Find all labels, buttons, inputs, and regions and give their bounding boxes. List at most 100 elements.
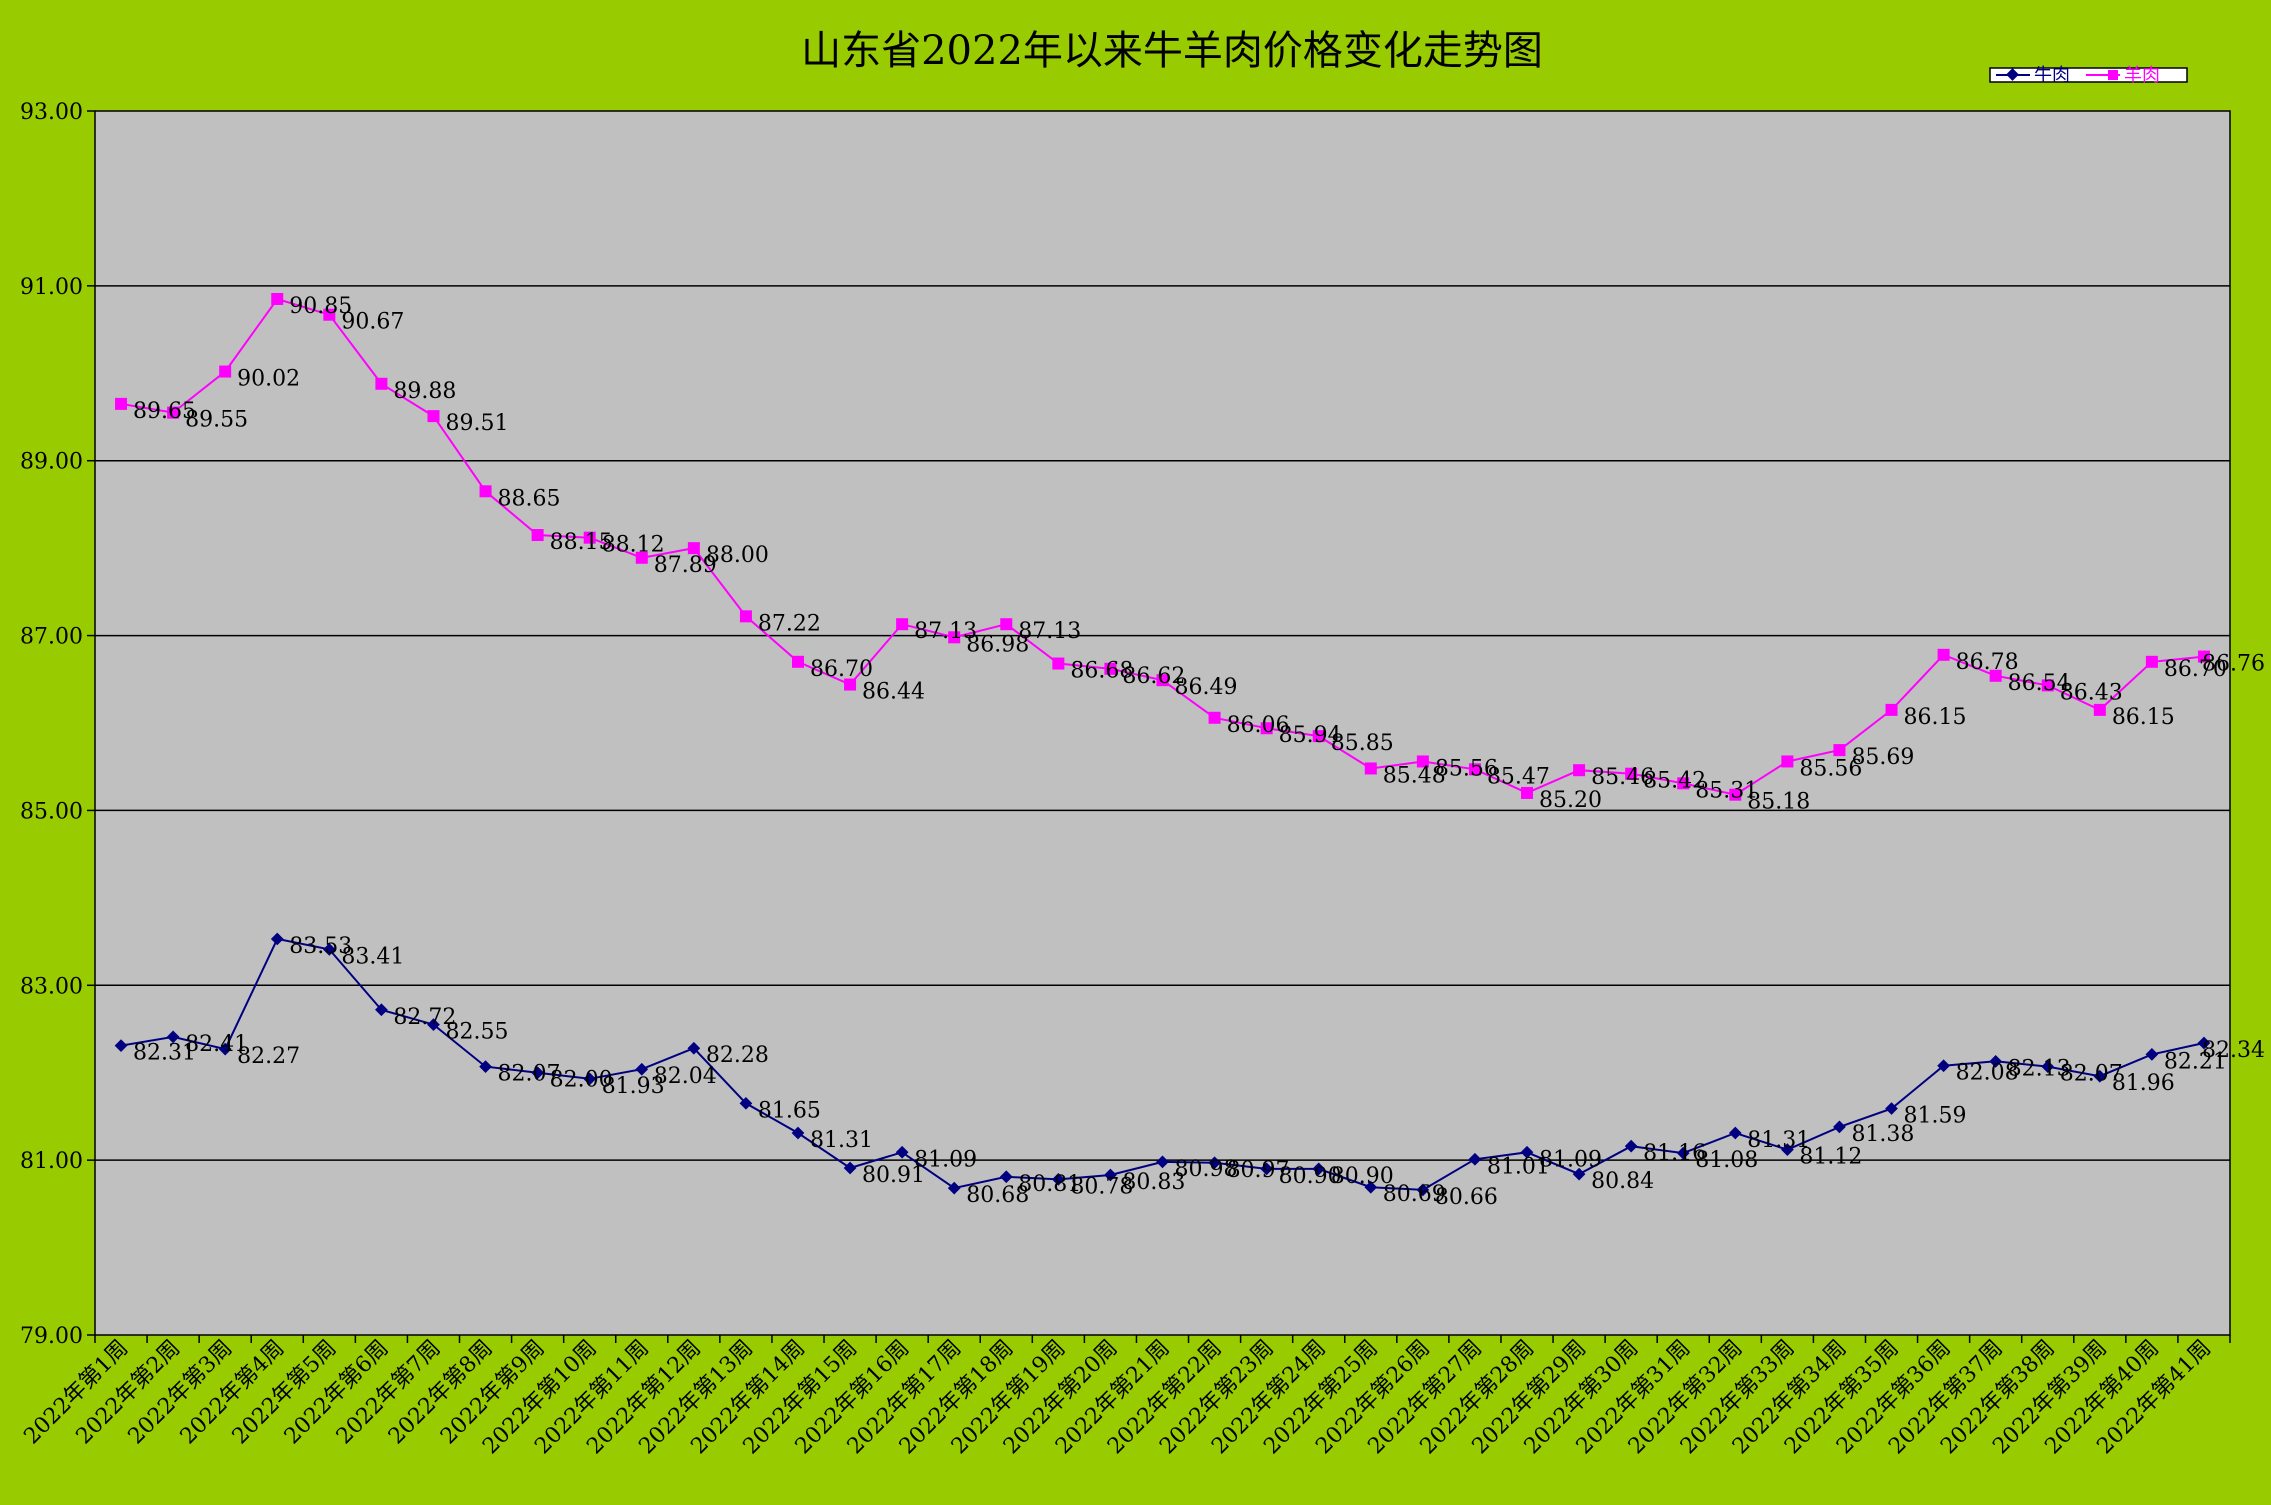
data-label: 82.00	[550, 1068, 613, 1093]
data-label: 88.15	[550, 530, 613, 555]
data-label: 85.18	[1747, 790, 1810, 815]
data-label: 81.96	[2112, 1071, 2175, 1096]
y-tick-label: 91.00	[20, 275, 83, 300]
data-point-mutton	[1989, 669, 2002, 682]
data-label: 81.12	[1799, 1145, 1862, 1170]
data-label: 83.41	[341, 944, 404, 969]
data-label: 80.90	[1331, 1164, 1394, 1189]
data-point-mutton	[1468, 763, 1481, 776]
data-label: 82.07	[2060, 1062, 2123, 1087]
data-point-mutton	[1885, 703, 1898, 716]
data-label: 86.06	[1227, 713, 1290, 738]
data-label: 85.56	[1799, 756, 1862, 781]
data-label: 82.13	[2008, 1056, 2071, 1081]
data-label: 82.34	[2202, 1038, 2265, 1063]
data-label: 87.13	[914, 619, 977, 644]
data-point-beef	[1728, 1126, 1742, 1140]
y-tick-label: 93.00	[20, 100, 83, 125]
data-point-mutton	[219, 365, 232, 378]
data-label: 80.98	[1175, 1157, 1238, 1182]
data-point-beef	[1937, 1059, 1950, 1073]
data-point-mutton	[1573, 764, 1586, 777]
data-point-mutton	[687, 542, 700, 555]
data-label: 80.97	[1227, 1158, 1290, 1183]
data-label: 89.65	[133, 399, 196, 424]
data-point-mutton	[1416, 755, 1429, 768]
data-point-mutton	[1625, 767, 1638, 780]
y-axis: 79.00 81.00 83.00 85.00 87.00 89.00 91.00 93.00	[20, 100, 95, 1349]
data-label: 81.16	[1643, 1141, 1706, 1166]
data-point-mutton	[739, 610, 752, 623]
data-point-mutton	[115, 397, 128, 410]
data-label: 82.72	[393, 1005, 456, 1030]
data-point-mutton	[1312, 730, 1325, 743]
data-label: 86.49	[1175, 675, 1238, 700]
data-point-mutton	[271, 292, 284, 305]
y-tick-label: 81.00	[20, 1149, 83, 1174]
data-label: 85.31	[1695, 778, 1758, 803]
data-label: 80.81	[1018, 1172, 1081, 1197]
data-point-beef	[1833, 1120, 1846, 1134]
data-point-mutton	[1000, 618, 1013, 631]
data-point-mutton	[948, 631, 961, 644]
data-point-beef	[1416, 1183, 1430, 1197]
data-label: 86.44	[862, 680, 925, 705]
data-label: 82.04	[654, 1064, 717, 1089]
data-label: 85.20	[1539, 788, 1602, 813]
data-label: 85.46	[1591, 765, 1654, 790]
data-label: 86.15	[1904, 705, 1967, 730]
data-point-beef	[1624, 1139, 1638, 1153]
data-point-mutton	[1156, 674, 1169, 687]
data-point-mutton	[791, 655, 804, 668]
data-point-mutton	[323, 308, 336, 321]
data-label: 87.89	[654, 553, 717, 578]
data-point-beef	[1781, 1143, 1794, 1157]
data-point-mutton	[844, 678, 857, 691]
legend-label-beef: 牛肉	[2034, 65, 2070, 86]
gridlines	[95, 285, 2230, 1161]
data-label: 88.00	[706, 543, 769, 568]
data-label: 83.53	[289, 934, 352, 959]
legend: 牛肉 羊肉	[1989, 65, 2188, 86]
data-label: 81.59	[1904, 1104, 1967, 1129]
data-point-mutton	[1208, 711, 1221, 724]
data-point-beef	[1260, 1162, 1274, 1176]
data-label: 82.21	[2164, 1049, 2227, 1074]
data-label: 81.09	[914, 1147, 977, 1172]
y-tick-label: 89.00	[20, 450, 83, 475]
data-point-beef	[1572, 1167, 1586, 1181]
data-label: 89.51	[445, 411, 508, 436]
data-point-mutton	[1052, 657, 1065, 670]
data-point-beef	[1312, 1162, 1326, 1176]
data-label: 80.68	[966, 1183, 1029, 1208]
data-point-beef	[1520, 1145, 1534, 1159]
y-tick-label: 85.00	[20, 799, 83, 824]
data-label: 86.78	[1956, 650, 2019, 675]
data-label: 90.02	[237, 367, 300, 392]
data-point-beef	[1156, 1155, 1169, 1169]
data-label: 82.31	[133, 1041, 196, 1066]
data-point-mutton	[2197, 650, 2210, 663]
data-label: 90.85	[289, 294, 352, 319]
data-label: 85.85	[1331, 731, 1394, 756]
data-label: 82.41	[185, 1032, 248, 1057]
data-label: 80.69	[1383, 1182, 1446, 1207]
data-label: 86.76	[2202, 652, 2265, 677]
data-label: 86.15	[2112, 705, 2175, 730]
data-point-mutton	[1104, 662, 1117, 675]
data-label: 86.68	[1070, 659, 1133, 684]
data-label: 89.55	[185, 408, 248, 433]
data-point-beef	[1208, 1156, 1221, 1170]
data-point-mutton	[896, 618, 909, 631]
data-point-beef	[2145, 1047, 2159, 1061]
data-point-mutton	[1937, 648, 1950, 661]
data-point-mutton	[1677, 777, 1690, 790]
data-label: 85.48	[1383, 763, 1446, 788]
data-point-mutton	[2041, 679, 2054, 692]
data-point-beef	[2197, 1036, 2211, 1050]
data-label: 85.42	[1643, 769, 1706, 794]
data-point-mutton	[375, 377, 388, 390]
data-point-mutton	[531, 529, 544, 542]
